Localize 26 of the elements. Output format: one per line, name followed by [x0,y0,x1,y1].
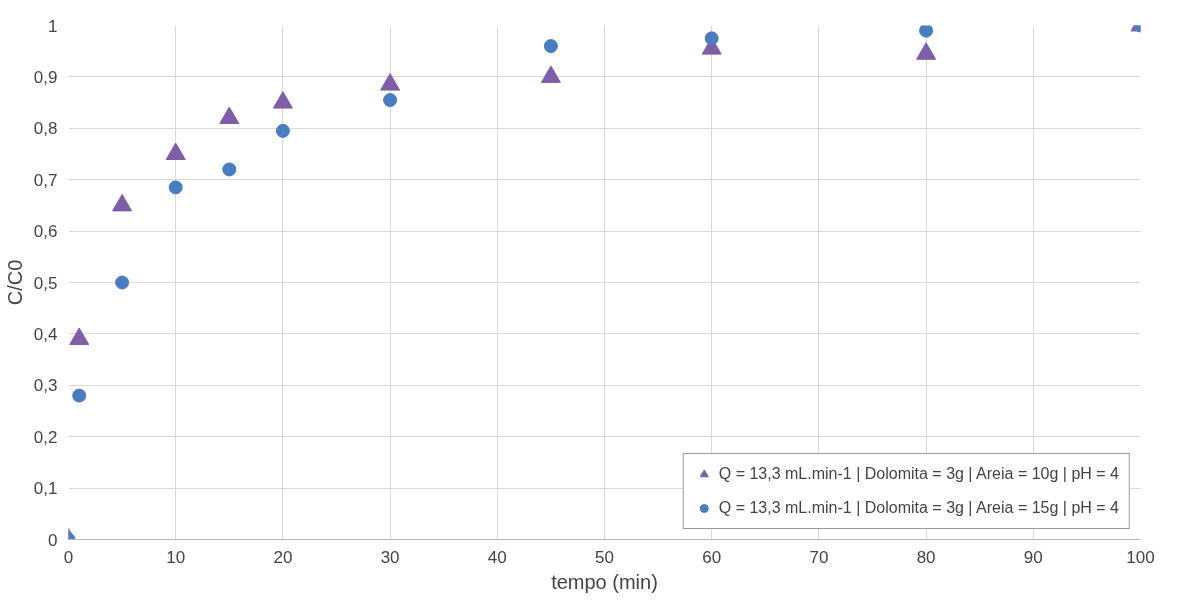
x-tick-label: 100 [1126,547,1155,567]
x-tick-label: 40 [487,547,507,567]
y-tick-label: 0,6 [33,222,58,242]
legend-label: Q = 13,3 mL.min-1 | Dolomita = 3g | Areia = 10g | pH = 4 [718,465,1119,483]
y-tick-label: 0 [48,530,58,550]
y-tick-label: 0,5 [33,273,58,293]
y-tick-label: 0,9 [33,67,58,87]
x-tick-label: 10 [166,547,186,567]
y-axis-title: C/C0 [3,259,26,306]
x-axis-title: tempo (min) [551,570,658,593]
x-tick-label: 20 [273,547,293,567]
y-tick-label: 0,8 [33,119,58,139]
y-tick-label: 0,7 [33,170,58,190]
y-tick-label: 1 [48,16,58,36]
x-tick-label: 50 [595,547,614,567]
x-tick-label: 90 [1023,547,1043,567]
x-tick-label: 0 [63,547,74,567]
y-tick-label: 0,4 [33,324,58,344]
x-tick-label: 60 [702,547,722,567]
x-tick-label: 30 [380,547,400,567]
y-tick-label: 0,3 [33,376,58,396]
x-tick-label: 80 [916,547,936,567]
y-tick-label: 0,1 [33,479,58,499]
y-tick-label: 0,2 [33,427,58,447]
x-tick-label: 70 [809,547,829,567]
legend-label: Q = 13,3 mL.min-1 | Dolomita = 3g | Areia = 15g | pH = 4 [718,499,1119,517]
